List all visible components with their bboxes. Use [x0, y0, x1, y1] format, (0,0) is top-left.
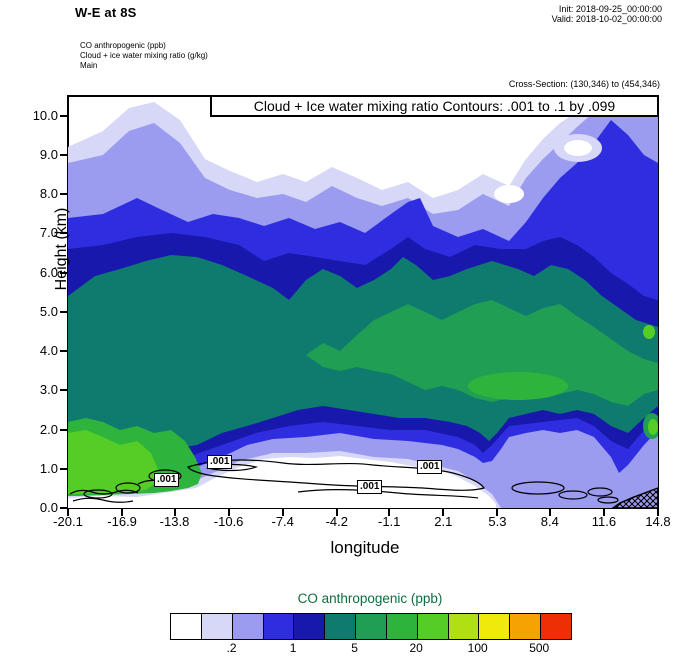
y-tick-mark — [60, 506, 67, 509]
colorbar-cell — [201, 614, 233, 639]
colorbar-title: CO anthropogenic (ppb) — [297, 591, 443, 606]
init-timestamp: Init: 2018-09-25_00:00:00 — [558, 4, 662, 14]
terrain-hatch — [611, 487, 658, 508]
contour-label: .001 — [154, 473, 180, 487]
x-tick-label: -13.8 — [159, 514, 190, 529]
colorbar — [170, 613, 572, 640]
x-tick-mark — [442, 509, 445, 516]
fill-spot-brightgreen-east2 — [643, 325, 655, 339]
contour-label: .001 — [207, 455, 233, 469]
x-tick-label: 2.1 — [434, 514, 453, 529]
y-tick-label: 4.0 — [39, 343, 58, 359]
y-tick-label: 0.0 — [39, 499, 58, 515]
x-tick-label: -4.2 — [325, 514, 348, 529]
x-tick-label: 11.6 — [591, 514, 617, 529]
colorbar-tick-label: 20 — [409, 641, 423, 655]
x-tick-mark — [173, 509, 176, 516]
colorbar-tick-label: 100 — [467, 641, 488, 655]
colorbar-cell — [232, 614, 264, 639]
x-tick-mark — [335, 509, 338, 516]
x-tick-mark — [121, 509, 124, 516]
cloud-ice-contours — [69, 459, 619, 504]
colorbar-cell — [386, 614, 418, 639]
y-tick-mark — [60, 232, 67, 235]
x-tick-mark — [388, 509, 391, 516]
y-tick-mark — [60, 271, 67, 274]
y-tick-mark — [60, 389, 67, 392]
fill-region-green-inner — [468, 372, 568, 400]
colorbar-cell — [356, 614, 387, 639]
y-tick-label: 2.0 — [39, 421, 58, 437]
y-tick-mark — [60, 428, 67, 431]
x-tick-mark — [602, 509, 605, 516]
colorbar-cell — [294, 614, 326, 639]
y-tick-mark — [60, 114, 67, 117]
colorbar-cell — [448, 614, 480, 639]
cross-section-text: Cross-Section: (130,346) to (454,346) — [508, 79, 660, 89]
x-tick-label: 14.8 — [645, 514, 671, 529]
y-tick-mark — [60, 467, 67, 470]
colorbar-tick-label: 1 — [289, 641, 297, 655]
page-title: W-E at 8S — [75, 5, 137, 20]
fill-region-brightgreen-bl — [68, 430, 158, 494]
y-tick-label: 6.0 — [39, 264, 58, 280]
y-tick-mark — [60, 193, 67, 196]
x-tick-mark — [548, 509, 551, 516]
x-axis-title: longitude — [330, 538, 400, 557]
cross-section-field-svg — [68, 98, 658, 508]
x-tick-label: -7.4 — [271, 514, 294, 529]
y-tick-label: 9.0 — [39, 146, 58, 162]
y-tick-label: 1.0 — [39, 460, 58, 476]
colorbar-cell — [510, 614, 542, 639]
valid-timestamp: Valid: 2018-10-02_00:00:00 — [551, 14, 662, 24]
contour-label: .001 — [417, 460, 443, 474]
y-tick-mark — [60, 153, 67, 156]
y-tick-label: 10.0 — [32, 107, 58, 123]
contour-label: .001 — [357, 480, 383, 494]
colorbar-cell — [479, 614, 511, 639]
x-tick-mark — [67, 509, 69, 516]
x-tick-label: -20.1 — [53, 514, 83, 529]
colorbar-tick-label: 5 — [351, 641, 358, 655]
fill-spot-brightgreen-east — [648, 419, 658, 435]
y-tick-mark — [60, 350, 67, 353]
x-tick-label: 5.3 — [488, 514, 507, 529]
pocket-white2 — [494, 185, 524, 203]
y-axis-title: Height (km) — [53, 207, 70, 291]
colorbar-cell — [263, 614, 295, 639]
colorbar-tick-label: 500 — [529, 641, 550, 655]
x-tick-mark — [227, 509, 230, 516]
colorbar-cell — [325, 614, 357, 639]
y-tick-label: 7.0 — [39, 225, 58, 241]
colorbar-cell — [541, 614, 571, 639]
colorbar-cell — [417, 614, 449, 639]
y-tick-label: 3.0 — [39, 382, 58, 398]
contour-info-banner: Cloud + Ice water mixing ratio Contours:… — [210, 95, 659, 117]
x-tick-mark — [656, 509, 659, 516]
x-tick-label: -16.9 — [107, 514, 137, 529]
x-tick-label: -1.1 — [377, 514, 401, 529]
pocket-white — [564, 140, 592, 156]
x-tick-mark — [496, 509, 499, 516]
colorbar-cell — [171, 614, 202, 639]
field-line-main: Main — [80, 61, 98, 70]
x-tick-label: -10.6 — [213, 514, 244, 529]
field-line-co: CO anthropogenic (ppb) — [80, 41, 166, 50]
y-tick-label: 5.0 — [39, 303, 58, 319]
x-tick-label: 8.4 — [540, 514, 559, 529]
x-tick-mark — [281, 509, 284, 516]
y-tick-label: 8.0 — [39, 186, 58, 202]
y-tick-mark — [60, 310, 67, 313]
fill-region-green-band — [306, 300, 658, 406]
colorbar-tick-label: .2 — [226, 641, 237, 655]
field-line-cloud: Cloud + ice water mixing ratio (g/kg) — [80, 51, 208, 60]
